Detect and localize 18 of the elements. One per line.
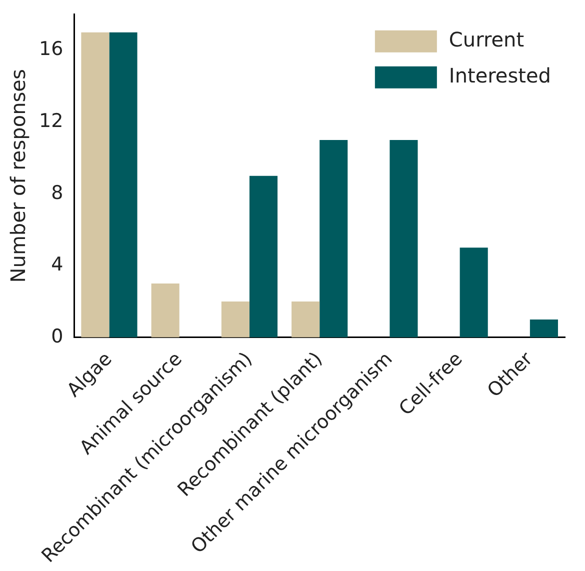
y-tick-label: 4: [51, 254, 64, 276]
bar: [530, 319, 558, 338]
bar: [460, 248, 488, 338]
bar: [390, 140, 418, 338]
bar: [249, 176, 278, 338]
legend-label: Interested: [448, 64, 552, 88]
y-tick-label: 0: [51, 325, 64, 348]
y-tick-label: 12: [38, 110, 64, 132]
bar: [292, 302, 320, 338]
bar: [151, 284, 180, 338]
bar: [320, 140, 348, 338]
y-axis-title: Number of responses: [6, 69, 30, 283]
bar: [221, 302, 250, 338]
legend-label: Current: [448, 28, 524, 52]
bar: [109, 32, 138, 338]
bar: [81, 32, 110, 338]
y-tick-label: 8: [51, 182, 64, 204]
y-tick-label: 16: [38, 38, 64, 60]
